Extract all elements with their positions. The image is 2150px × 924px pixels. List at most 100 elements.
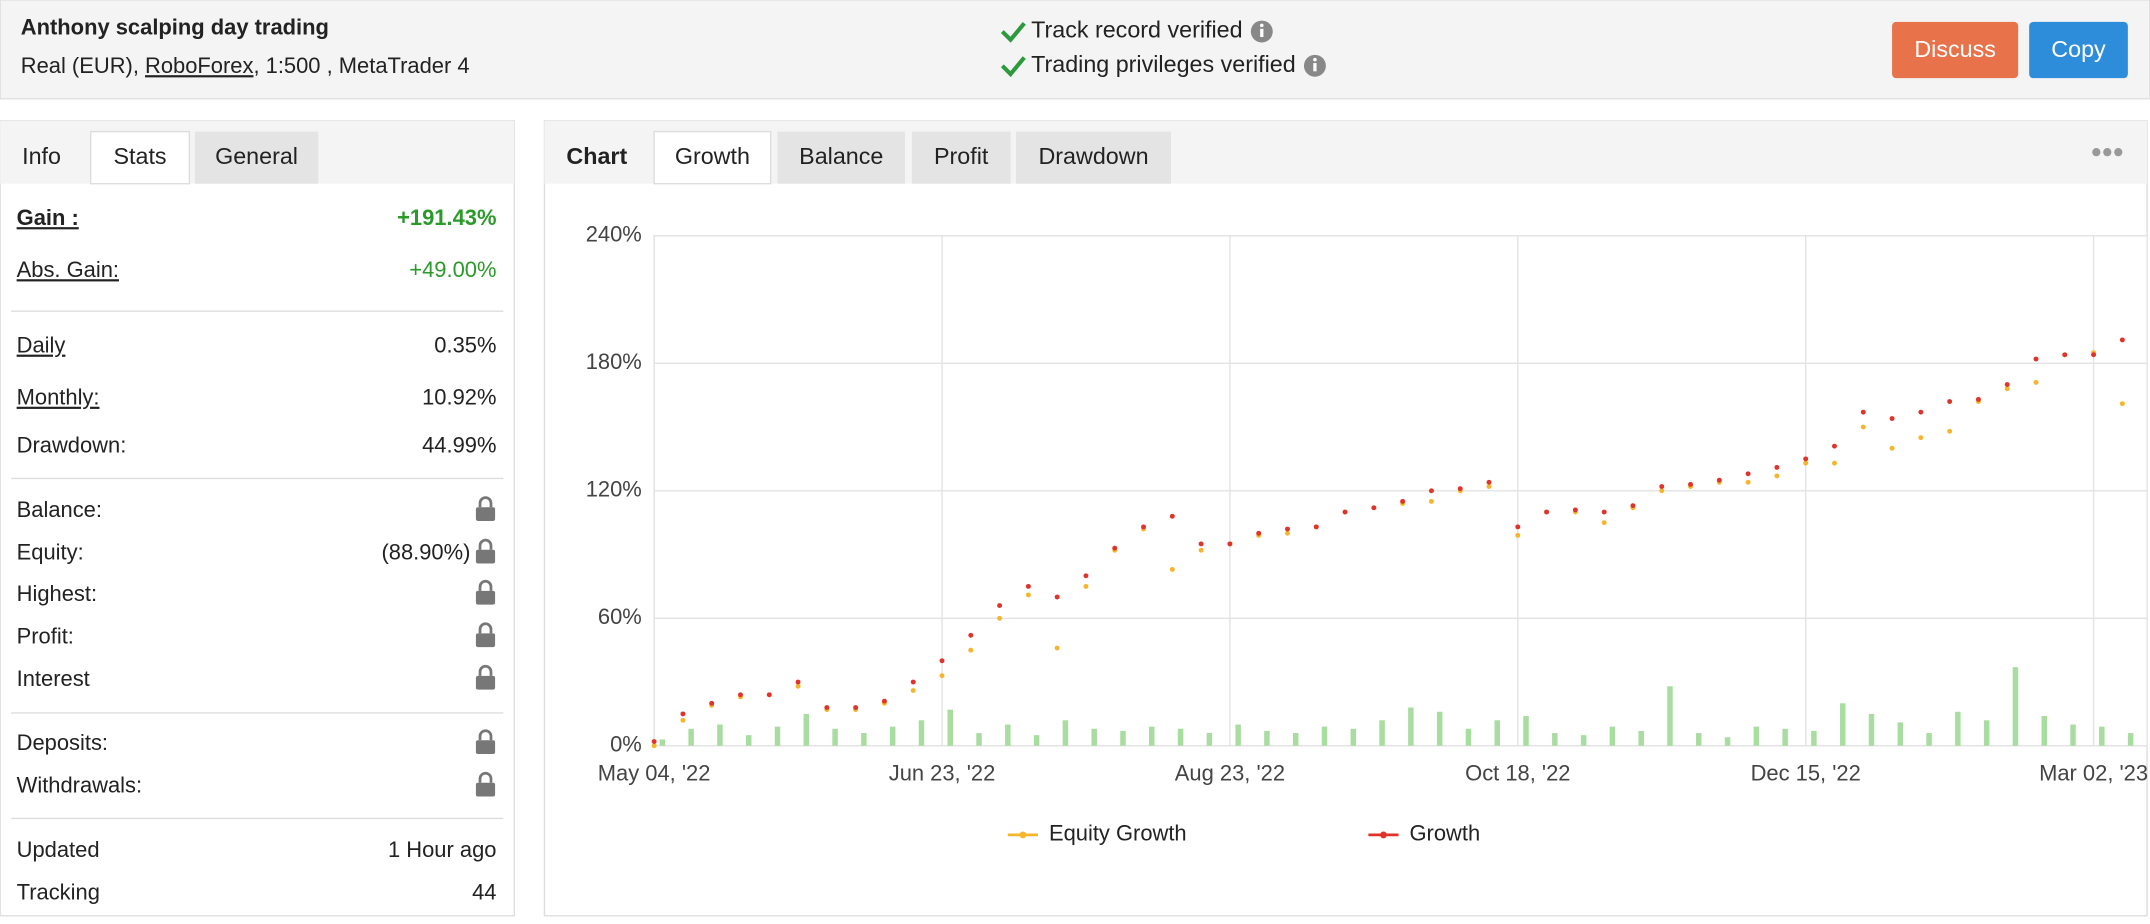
info-icon-dot [1260, 23, 1264, 28]
lock-shackle [478, 538, 493, 550]
action-button[interactable] [2029, 21, 2128, 79]
volume-bar [803, 713, 810, 746]
series-point [680, 711, 686, 717]
stat-label: Monthly: [17, 385, 100, 410]
series-point [1285, 530, 1290, 536]
tab[interactable] [89, 130, 191, 185]
action-button-label[interactable]: Discuss [1914, 36, 1996, 62]
lock-shackle [478, 496, 493, 508]
volume-bar [1955, 711, 1961, 746]
series-point [1256, 530, 1262, 536]
lock-body [475, 549, 496, 564]
series-point [766, 692, 772, 698]
tab-label[interactable]: Balance [799, 143, 883, 169]
series-point [1457, 486, 1463, 492]
series-point [939, 673, 945, 679]
volume-bar [1149, 726, 1155, 746]
series-point [1889, 416, 1895, 422]
series-point [910, 679, 916, 685]
series-point [1515, 532, 1521, 538]
lock-shackle [478, 729, 493, 741]
series-point [1169, 566, 1175, 572]
tab-label[interactable]: Growth [675, 143, 750, 169]
series-point [651, 743, 657, 749]
tab-label[interactable]: Drawdown [1038, 143, 1148, 169]
more-menu[interactable] [2092, 148, 2123, 157]
y-tick-label: 120% [586, 477, 642, 502]
tab-label[interactable]: Profit [934, 143, 989, 169]
volume-bar [832, 728, 838, 746]
volume-bar [659, 739, 666, 746]
series-point [709, 700, 715, 706]
volume-bar [1033, 735, 1040, 746]
volume-bar [1465, 728, 1472, 746]
series-point [1601, 520, 1607, 526]
volume-bar [1494, 720, 1500, 746]
volume-bar [1609, 726, 1616, 746]
legend-label[interactable]: Equity Growth [1049, 821, 1187, 846]
series-point [2119, 401, 2125, 407]
tab[interactable] [194, 131, 319, 184]
series-point [1313, 524, 1319, 530]
action-button[interactable] [1892, 21, 2019, 79]
series-point [1947, 428, 1953, 434]
volume-bar [1523, 716, 1529, 746]
volume-bar [1062, 720, 1069, 746]
series-point [1169, 513, 1175, 519]
series-point [1803, 460, 1809, 466]
series-point [1688, 481, 1694, 487]
tab-label[interactable]: Chart [566, 143, 627, 169]
tab-label[interactable]: Stats [113, 143, 166, 169]
series-point [1428, 498, 1434, 504]
lock-body [475, 782, 496, 797]
series-point [997, 603, 1003, 609]
series-point [824, 705, 830, 710]
series-point [1083, 583, 1089, 589]
volume-bar [1264, 730, 1270, 746]
series-point [680, 717, 686, 723]
volume-bar [947, 709, 953, 746]
series-point [1860, 424, 1866, 430]
series-point [2004, 382, 2010, 388]
series-point [1745, 479, 1751, 485]
tab-label[interactable]: General [215, 143, 298, 169]
volume-bar [1782, 728, 1788, 746]
series-point [2033, 356, 2039, 362]
legend-label[interactable]: Growth [1410, 821, 1481, 846]
lock-shackle [478, 771, 493, 783]
stat-value: +49.00% [409, 257, 496, 282]
tab[interactable] [911, 131, 1011, 184]
stat-value: 10.92% [422, 385, 496, 410]
broker-link[interactable]: RoboForex [145, 53, 253, 78]
tab-label[interactable]: Info [22, 143, 61, 169]
series-point [1428, 488, 1434, 494]
series-point [1774, 464, 1780, 470]
tab[interactable] [1016, 131, 1171, 184]
volume-bar [1379, 720, 1385, 746]
volume-bar [1005, 724, 1011, 746]
y-tick-label: 240% [586, 222, 642, 247]
volume-bar [1983, 720, 1990, 746]
series-point [1601, 509, 1607, 515]
series-point [1889, 445, 1895, 451]
volume-bar [2012, 667, 2019, 746]
volume-bar [918, 720, 925, 746]
series-point [1745, 471, 1751, 477]
y-tick-label: 60% [598, 604, 642, 629]
series-point [1918, 435, 1924, 441]
series-point [795, 679, 801, 685]
volume-bar [1696, 733, 1702, 746]
legend-swatch-dot [1380, 831, 1387, 839]
volume-bar [688, 728, 694, 746]
action-button-label[interactable]: Copy [2051, 36, 2106, 62]
tab[interactable] [653, 130, 772, 185]
lock-body [475, 633, 496, 648]
series-point [997, 615, 1003, 621]
stat-value: (88.90%) [381, 540, 470, 565]
info-icon-glyph [1260, 28, 1264, 38]
verification-label: Track record verified [1031, 17, 1242, 43]
tab[interactable] [777, 131, 906, 184]
stat-label: Tracking [17, 880, 100, 905]
